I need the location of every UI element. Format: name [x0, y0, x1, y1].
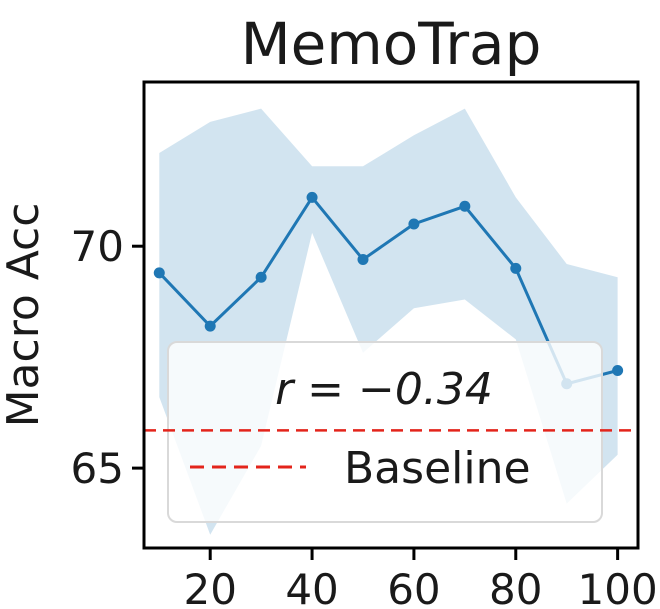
data-point [357, 254, 369, 266]
data-point [612, 364, 624, 376]
data-point [255, 271, 267, 283]
correlation-annotation: r = −0.34 [275, 364, 493, 415]
legend-box [167, 341, 603, 523]
series-line [158, 194, 618, 386]
legend-baseline-label: Baseline [344, 443, 531, 494]
data-point [459, 200, 471, 212]
y-axis-ticks: 65 70 [71, 222, 144, 493]
x-tick-label: 20 [183, 565, 236, 609]
legend-layer: r = −0.34 Baseline [167, 341, 603, 523]
confidence-band-layer [159, 108, 618, 535]
y-tick-label: 70 [71, 222, 124, 271]
x-tick-label: 40 [285, 565, 338, 609]
y-axis-label: Macro Acc [0, 203, 49, 428]
x-tick-label: 80 [489, 565, 542, 609]
chart-title: MemoTrap [241, 10, 542, 78]
confidence-band [159, 108, 618, 535]
data-point [204, 320, 216, 332]
x-tick-label: 100 [578, 565, 658, 609]
y-tick-label: 65 [71, 444, 124, 493]
x-tick-label: 60 [387, 565, 440, 609]
data-point [153, 267, 165, 279]
data-point [408, 218, 420, 230]
series-line-layer [158, 194, 618, 386]
x-axis-ticks: 20 40 60 80 100 [183, 548, 658, 609]
data-point [306, 191, 318, 203]
plot-frame [142, 80, 640, 550]
data-point [510, 262, 522, 274]
